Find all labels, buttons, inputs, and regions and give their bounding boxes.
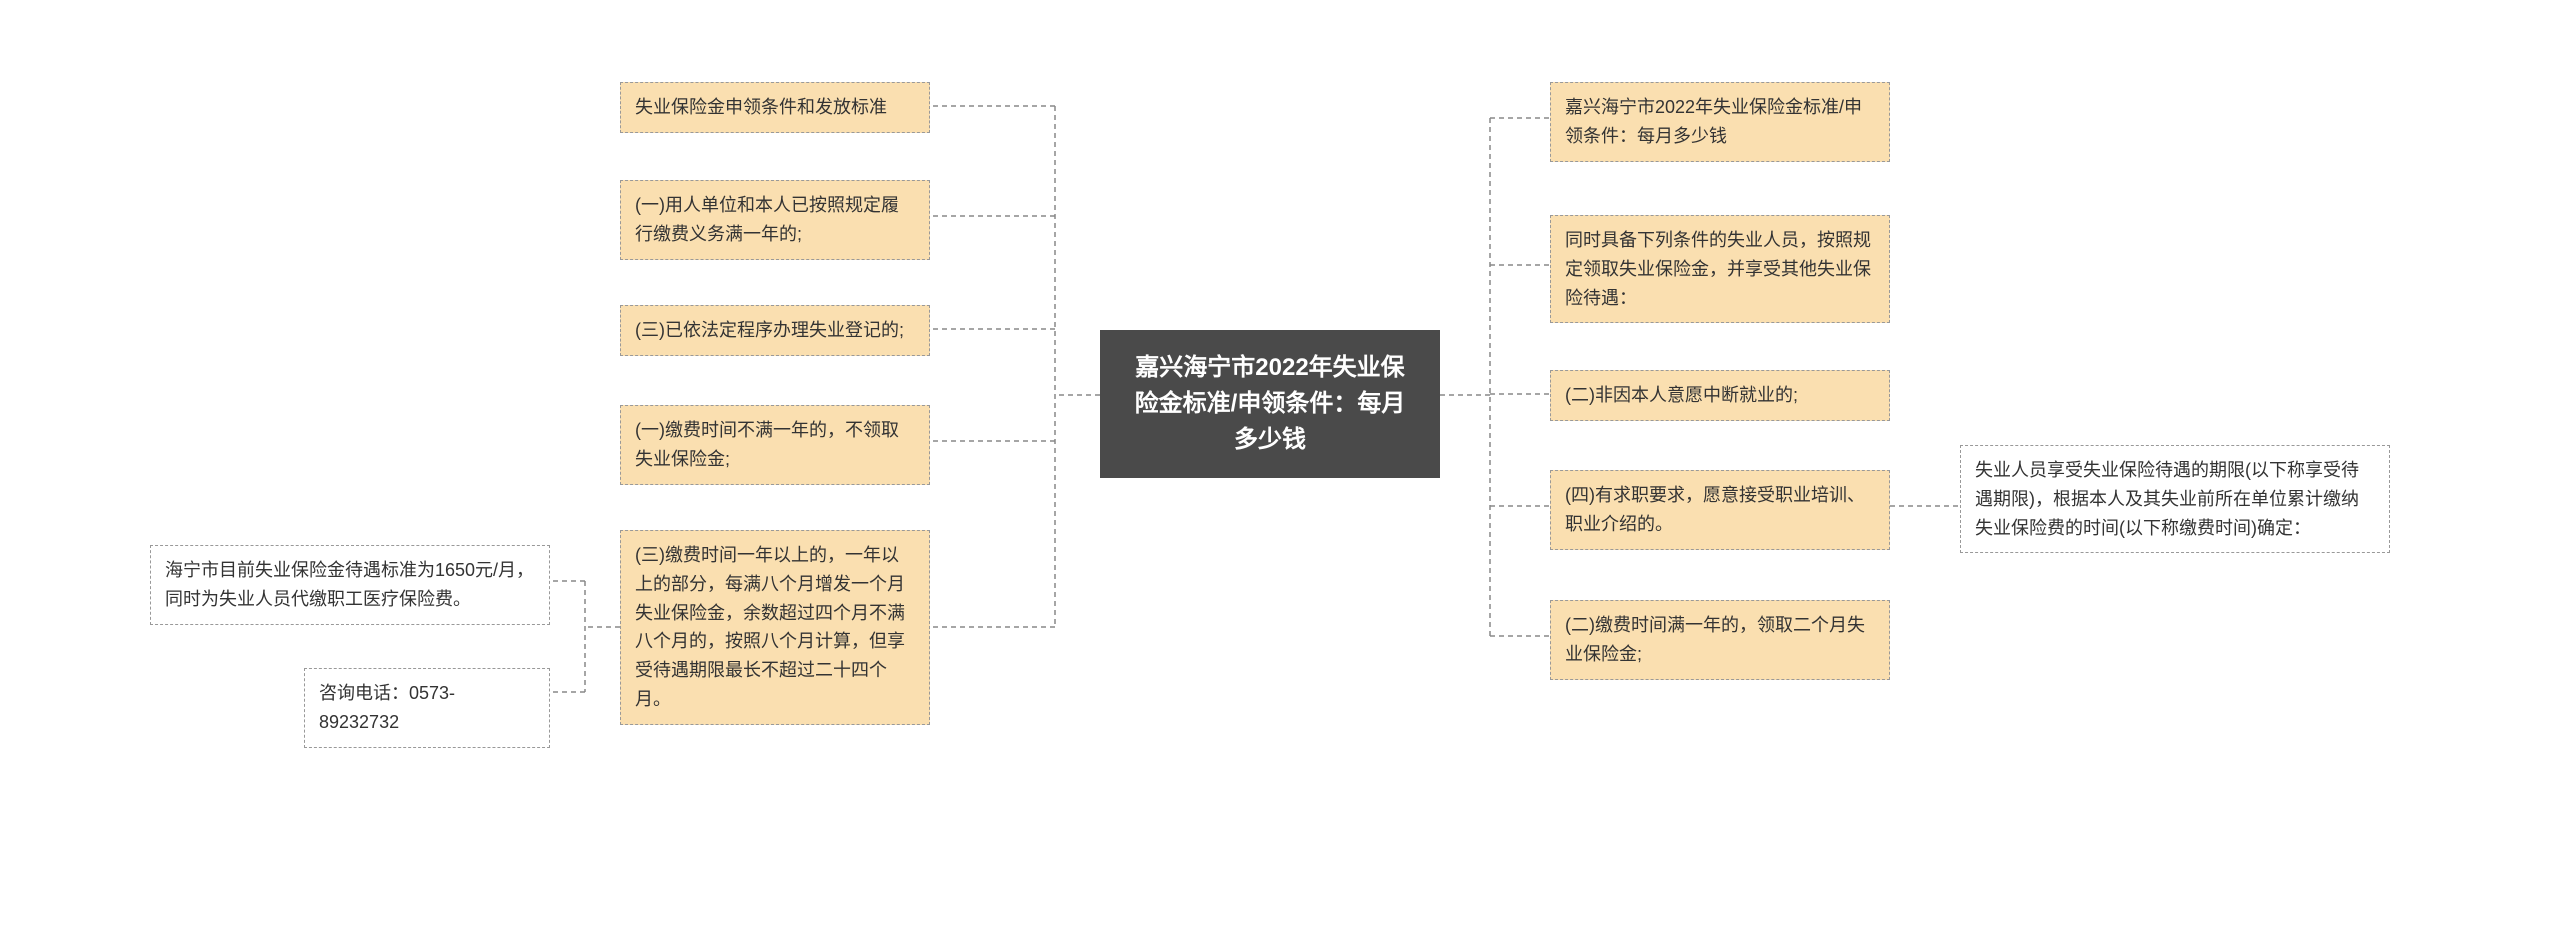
leaf-node: 海宁市目前失业保险金待遇标准为1650元/月，同时为失业人员代缴职工医疗保险费。 — [150, 545, 550, 625]
branch-node: (二)非因本人意愿中断就业的; — [1550, 370, 1890, 421]
branch-node: (四)有求职要求，愿意接受职业培训、职业介绍的。 — [1550, 470, 1890, 550]
leaf-node: 失业人员享受失业保险待遇的期限(以下称享受待遇期限)，根据本人及其失业前所在单位… — [1960, 445, 2390, 553]
branch-node: (三)已依法定程序办理失业登记的; — [620, 305, 930, 356]
branch-node: (三)缴费时间一年以上的，一年以上的部分，每满八个月增发一个月失业保险金，余数超… — [620, 530, 930, 725]
branch-node: (二)缴费时间满一年的，领取二个月失业保险金; — [1550, 600, 1890, 680]
branch-node: 嘉兴海宁市2022年失业保险金标准/申领条件：每月多少钱 — [1550, 82, 1890, 162]
root-node: 嘉兴海宁市2022年失业保险金标准/申领条件：每月多少钱 — [1100, 330, 1440, 478]
branch-node: 同时具备下列条件的失业人员，按照规定领取失业保险金，并享受其他失业保险待遇： — [1550, 215, 1890, 323]
leaf-node: 咨询电话：0573-89232732 — [304, 668, 550, 748]
branch-node: (一)用人单位和本人已按照规定履行缴费义务满一年的; — [620, 180, 930, 260]
branch-node: 失业保险金申领条件和发放标准 — [620, 82, 930, 133]
branch-node: (一)缴费时间不满一年的，不领取失业保险金; — [620, 405, 930, 485]
